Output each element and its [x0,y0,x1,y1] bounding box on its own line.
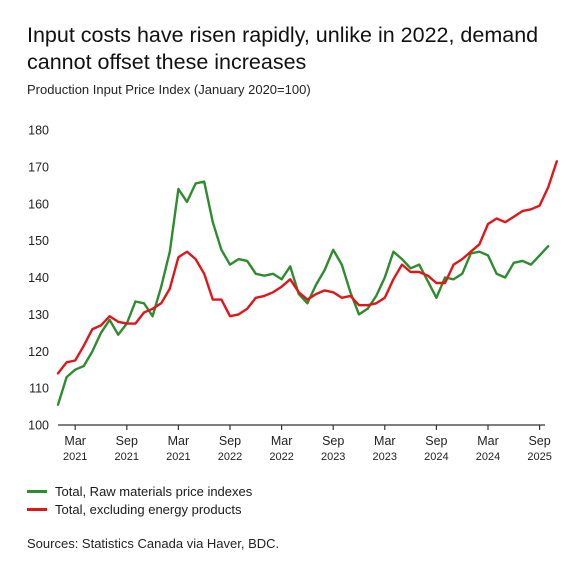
x-tick-month: Sep [116,434,138,448]
x-tick-month: Sep [219,434,241,448]
x-tick-year: 2022 [269,451,293,463]
x-tick-month: Sep [528,434,550,448]
legend-label-raw-materials: Total, Raw materials price indexes [55,483,253,499]
series-layer [56,160,558,406]
x-tick-year: 2021 [63,451,87,463]
x-tick-month: Sep [322,434,344,448]
x-tick-month: Mar [168,434,190,448]
x-tick-year: 2024 [476,451,500,463]
x-tick-month: Mar [271,434,293,448]
x-tick-month: Mar [477,434,499,448]
y-axis: 100 110 120 130 140 150 160 170 180 [28,124,49,433]
source-note: Sources: Statistics Canada via Haver, BD… [27,536,280,551]
legend: Total, Raw materials price indexes Total… [27,482,252,518]
chart-title: Input costs have risen rapidly, unlike i… [27,23,539,74]
y-tick-label: 150 [28,234,49,248]
y-tick-label: 120 [28,345,49,359]
legend-label-excluding-energy: Total, excluding energy products [55,501,242,517]
y-tick-label: 180 [28,124,49,138]
x-tick-year: 2022 [218,451,242,463]
y-tick-label: 100 [28,419,49,433]
legend-swatch-green [27,489,47,493]
y-tick-label: 170 [28,160,49,174]
y-tick-label: 160 [28,197,49,211]
x-tick-month: Mar [64,434,86,448]
y-tick-label: 110 [29,382,49,396]
legend-item-excluding-energy: Total, excluding energy products [27,500,252,518]
x-tick-month: Mar [374,434,396,448]
legend-item-raw-materials: Total, Raw materials price indexes [27,482,252,500]
x-tick-year: 2025 [527,451,551,463]
x-tick-year: 2024 [424,451,448,463]
legend-swatch-red [27,507,47,511]
y-tick-label: 130 [28,308,49,322]
y-tick-label: 140 [28,271,49,285]
chart-subtitle: Production Input Price Index (January 20… [27,82,311,97]
x-tick-year: 2021 [166,451,190,463]
x-tick-year: 2023 [321,451,345,463]
series-line-raw-materials [56,180,550,406]
x-tick-year: 2021 [115,451,139,463]
x-tick-month: Sep [425,434,447,448]
x-axis: Mar 2021 Sep 2021 Mar 2021 Sep 2022 Mar 2022 Sep 20… [58,424,552,463]
x-tick-year: 2023 [373,451,397,463]
series-line-excluding-energy [56,160,558,375]
